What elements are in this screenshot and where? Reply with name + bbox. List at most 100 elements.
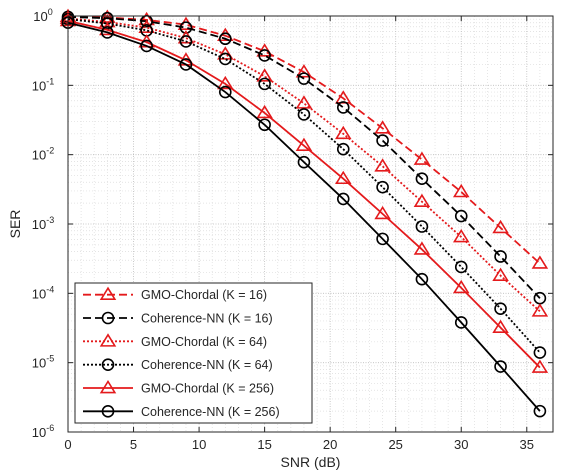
legend-label: GMO-Chordal (K = 64) <box>141 335 267 349</box>
data-point-circle <box>336 192 350 206</box>
data-point-circle <box>454 209 468 223</box>
data-point-triangle <box>335 125 352 140</box>
y-tick-label: 10-3 <box>32 215 54 232</box>
x-tick-label: 35 <box>520 437 534 452</box>
x-tick-label: 30 <box>454 437 468 452</box>
legend-entry: GMO-Chordal (K = 16) <box>83 286 267 302</box>
data-point-triangle <box>452 228 470 243</box>
grid <box>67 15 553 433</box>
data-point-circle <box>179 35 193 48</box>
x-tick-label: 5 <box>130 437 137 452</box>
y-tick-label: 10-5 <box>32 354 54 371</box>
y-axis-label: SER <box>7 210 23 239</box>
data-point-circle <box>454 260 468 274</box>
data-point-triangle <box>217 75 234 90</box>
y-tick-label: 10-6 <box>32 423 54 440</box>
data-point-circle <box>376 232 389 246</box>
legend-entry: Coherence-NN (K = 256) <box>83 405 280 419</box>
data-point-circle <box>101 358 115 371</box>
data-point-triangle <box>531 255 549 269</box>
data-point-circle <box>533 346 547 359</box>
data-point-circle <box>258 49 271 62</box>
data-point-circle <box>218 32 232 46</box>
data-point-triangle <box>295 95 313 109</box>
data-point-circle <box>218 85 232 99</box>
data-point-triangle <box>99 286 117 301</box>
data-point-triangle <box>295 64 313 78</box>
data-point-triangle <box>531 303 549 317</box>
data-point-circle <box>101 17 114 30</box>
data-point-triangle <box>413 151 431 165</box>
legend-label: Coherence-NN (K = 64) <box>141 358 273 372</box>
data-point-triangle <box>452 279 470 294</box>
x-axis-label: SNR (dB) <box>281 454 341 470</box>
data-point-circle <box>297 72 311 85</box>
data-point-circle <box>336 101 350 114</box>
data-point-triangle <box>256 104 273 119</box>
x-tick-label: 10 <box>192 437 206 452</box>
data-point-circle <box>101 26 114 39</box>
y-tick-label: 10-2 <box>32 146 54 163</box>
data-point-circle <box>415 172 429 186</box>
data-point-circle <box>494 360 507 373</box>
data-point-triangle <box>99 333 117 347</box>
series-line <box>67 21 541 412</box>
data-point-triangle <box>99 379 117 394</box>
x-tick-label: 15 <box>257 437 271 452</box>
legend-box <box>74 282 313 424</box>
x-tick-label: 25 <box>388 437 402 452</box>
data-point-circle <box>415 220 429 233</box>
data-point-circle <box>101 311 115 325</box>
x-tick-label: 0 <box>64 437 71 452</box>
data-point-triangle <box>492 267 509 281</box>
series-line <box>67 20 541 369</box>
data-point-triangle <box>531 359 549 373</box>
data-point-triangle <box>335 90 352 104</box>
data-point-triangle <box>452 183 470 198</box>
data-point-triangle <box>374 205 391 220</box>
data-point-triangle <box>413 241 431 255</box>
legend-label: GMO-Chordal (K = 16) <box>141 288 267 302</box>
legend-label: Coherence-NN (K = 256) <box>141 405 280 419</box>
data-point-triangle <box>335 170 352 185</box>
data-point-circle <box>533 404 547 418</box>
data-point-triangle <box>492 219 509 234</box>
data-point-circle <box>218 52 232 66</box>
data-point-circle <box>297 155 311 169</box>
data-point-circle <box>140 39 153 53</box>
data-point-triangle <box>492 319 509 333</box>
series-5 <box>59 12 549 373</box>
data-point-triangle <box>256 68 273 82</box>
y-tick-label: 10-4 <box>32 284 54 301</box>
x-tick-label: 20 <box>323 437 337 452</box>
legend-label: Coherence-NN (K = 16) <box>141 312 273 326</box>
data-point-circle <box>454 316 468 329</box>
data-point-circle <box>376 134 389 147</box>
data-point-circle <box>336 142 350 156</box>
data-point-triangle <box>217 46 234 60</box>
y-tick-label: 10-1 <box>32 76 54 93</box>
y-tick-label: 100 <box>33 7 52 24</box>
data-point-triangle <box>374 120 391 134</box>
legend-entry: Coherence-NN (K = 64) <box>83 358 273 372</box>
data-point-circle <box>258 77 271 91</box>
series-line <box>67 17 541 313</box>
legend-label: GMO-Chordal (K = 256) <box>141 382 274 396</box>
data-point-circle <box>376 180 389 194</box>
data-point-triangle <box>413 193 431 208</box>
data-point-circle <box>297 108 311 121</box>
legend-entry: Coherence-NN (K = 16) <box>83 312 273 326</box>
data-point-circle <box>494 302 507 316</box>
series-4 <box>61 12 547 359</box>
data-point-triangle <box>295 137 313 151</box>
legend: GMO-Chordal (K = 16) Coherence-NN (K = 16… <box>74 282 313 424</box>
data-point-circle <box>258 118 271 132</box>
data-point-circle <box>415 272 429 286</box>
data-point-circle <box>101 405 115 418</box>
data-point-circle <box>179 58 193 71</box>
data-point-circle <box>494 250 507 263</box>
legend-entry: GMO-Chordal (K = 64) <box>83 333 267 349</box>
legend-entry: GMO-Chordal (K = 256) <box>83 379 274 396</box>
series-6 <box>61 16 547 418</box>
